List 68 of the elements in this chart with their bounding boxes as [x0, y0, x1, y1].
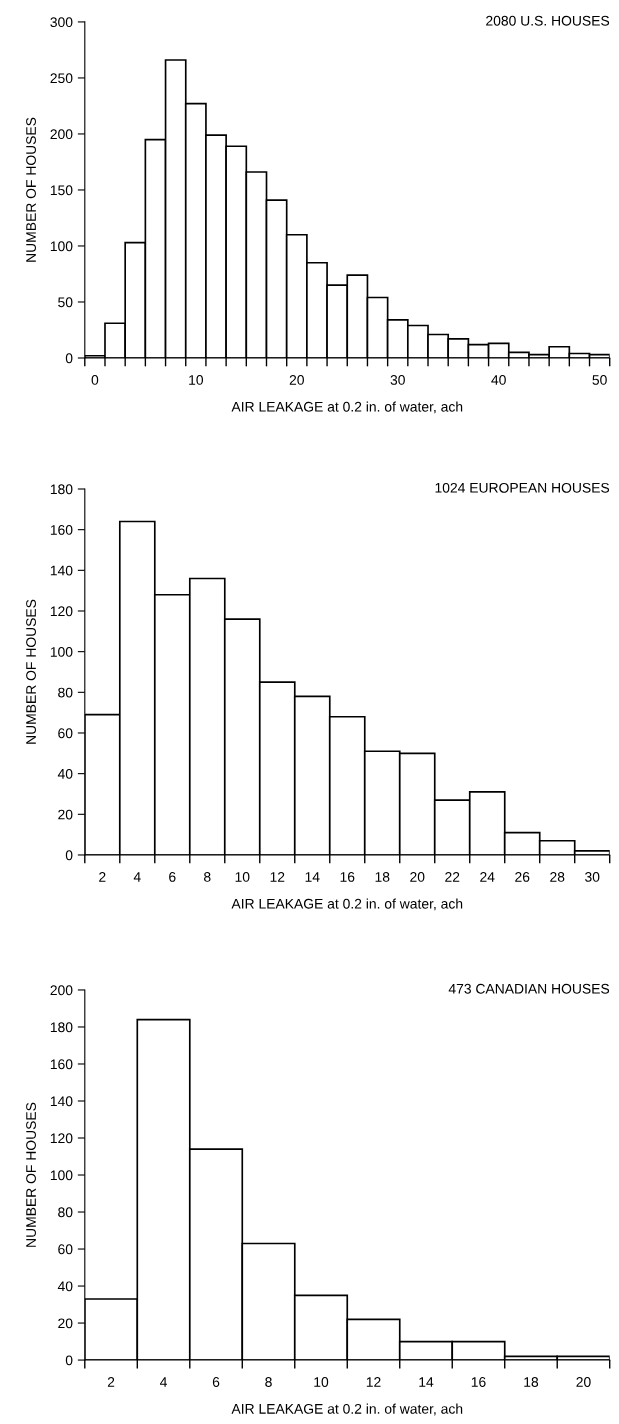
y-tick-label: 100 — [50, 646, 73, 657]
x-tick-label: 24 — [480, 872, 495, 882]
x-tick-label: 8 — [265, 1377, 272, 1387]
x-axis-title: AIR LEAKAGE at 0.2 in. of water, ach — [231, 898, 463, 911]
x-tick-label: 4 — [133, 872, 141, 882]
x-axis-title: AIR LEAKAGE at 0.2 in. of water, ach — [231, 1403, 463, 1416]
y-tick-label: 120 — [50, 1133, 73, 1144]
y-tick-label: 200 — [50, 985, 73, 996]
x-tick-label: 2 — [107, 1377, 115, 1387]
x-tick-label: 6 — [212, 1377, 220, 1387]
x-tick-label: 10 — [189, 375, 204, 385]
x-tick-label: 20 — [289, 375, 304, 385]
x-tick-label: 20 — [576, 1377, 591, 1387]
x-tick-label: 10 — [314, 1377, 329, 1387]
x-tick-label: 0 — [91, 375, 99, 385]
y-axis-title: NUMBER OF HOUSES — [26, 599, 36, 744]
y-tick-label: 20 — [58, 809, 73, 820]
x-tick-label: 8 — [204, 872, 211, 882]
x-tick-label: 14 — [419, 1377, 434, 1387]
x-axis-title: AIR LEAKAGE at 0.2 in. of water, ach — [231, 401, 463, 414]
y-tick-label: 180 — [50, 1022, 73, 1033]
x-tick-label: 16 — [471, 1377, 486, 1387]
y-axis-title: NUMBER OF HOUSES — [26, 1102, 36, 1247]
x-tick-label: 12 — [270, 872, 285, 882]
x-tick-label: 16 — [340, 872, 355, 882]
y-tick-label: 160 — [50, 1059, 73, 1070]
chart-title: 1024 EUROPEAN HOUSES — [435, 482, 610, 493]
y-tick-label: 0 — [65, 1355, 73, 1366]
y-tick-label: 60 — [58, 728, 73, 739]
y-tick-label: 40 — [57, 1281, 73, 1292]
y-tick-label: 150 — [50, 185, 73, 196]
x-tick-label: 10 — [235, 872, 250, 882]
x-tick-label: 2 — [99, 872, 106, 882]
y-tick-label: 160 — [50, 525, 73, 535]
y-tick-label: 80 — [58, 1207, 73, 1218]
x-tick-label: 4 — [160, 1377, 167, 1387]
y-tick-label: 60 — [58, 1244, 73, 1255]
x-tick-label: 20 — [410, 872, 425, 882]
y-tick-label: 120 — [50, 606, 73, 617]
x-tick-label: 18 — [375, 872, 390, 882]
y-tick-label: 200 — [50, 129, 73, 140]
x-tick-label: 18 — [524, 1377, 539, 1387]
x-tick-label: 40 — [491, 375, 506, 385]
y-tick-label: 0 — [65, 850, 73, 861]
y-tick-label: 140 — [50, 565, 73, 576]
x-tick-label: 28 — [550, 872, 565, 882]
x-tick-label: 50 — [592, 375, 607, 385]
y-tick-label: 20 — [58, 1318, 73, 1329]
y-tick-label: 0 — [65, 353, 73, 364]
y-tick-label: 50 — [58, 297, 73, 308]
y-tick-label: 40 — [57, 768, 73, 779]
y-tick-label: 100 — [50, 1170, 73, 1181]
x-tick-label: 12 — [366, 1377, 381, 1387]
y-tick-label: 180 — [50, 484, 73, 495]
y-tick-label: 80 — [58, 687, 73, 698]
x-tick-label: 14 — [305, 872, 320, 882]
y-tick-label: 100 — [50, 241, 73, 252]
x-tick-label: 22 — [445, 872, 460, 882]
x-tick-label: 6 — [169, 872, 176, 882]
x-tick-label: 30 — [390, 375, 405, 385]
y-tick-label: 140 — [50, 1096, 73, 1107]
chart-title: 2080 U.S. HOUSES — [486, 15, 610, 26]
y-tick-label: 300 — [50, 17, 73, 28]
x-tick-label: 26 — [515, 872, 530, 882]
x-tick-label: 30 — [585, 872, 600, 882]
y-axis-title: NUMBER OF HOUSES — [26, 117, 36, 262]
y-tick-label: 250 — [50, 73, 73, 84]
chart-title: 473 CANADIAN HOUSES — [448, 983, 610, 994]
